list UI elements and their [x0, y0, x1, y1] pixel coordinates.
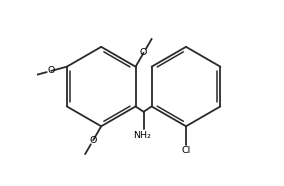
Text: O: O — [48, 66, 55, 75]
Text: Cl: Cl — [181, 146, 191, 155]
Text: NH₂: NH₂ — [133, 131, 151, 140]
Text: O: O — [140, 48, 147, 57]
Text: O: O — [89, 136, 97, 145]
